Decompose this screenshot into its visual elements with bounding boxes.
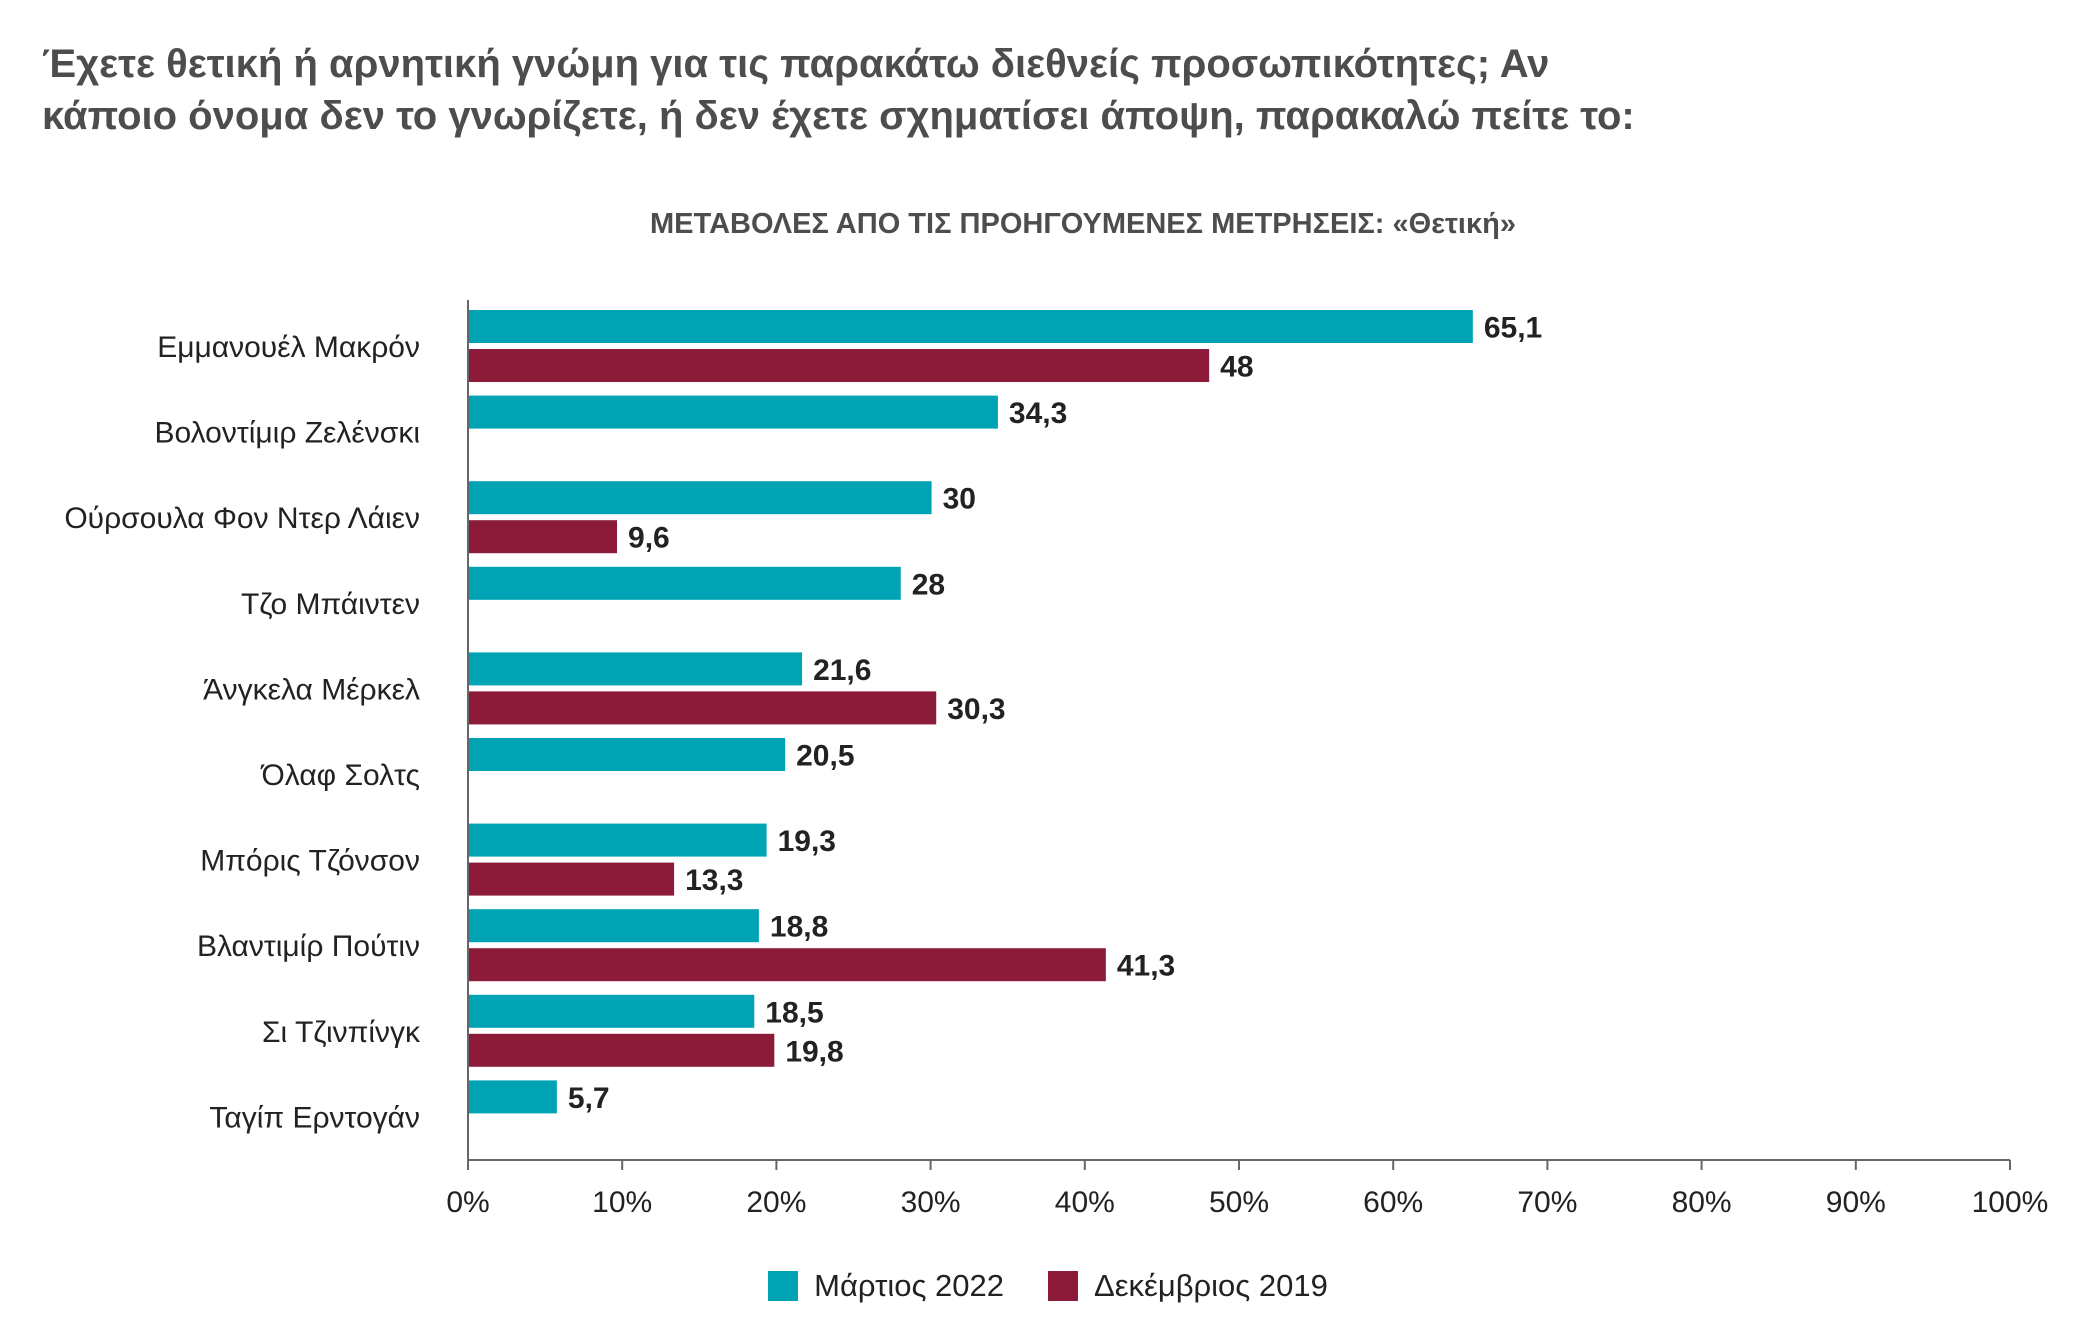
chart-title: ΜΕΤΑΒΟΛΕΣ ΑΠΟ ΤΙΣ ΠΡΟΗΓΟΥΜΕΝΕΣ ΜΕΤΡΗΣΕΙΣ…	[650, 208, 1516, 240]
data-label: 9,6	[628, 522, 670, 555]
question-text: Έχετε θετική ή αρνητική γνώμη για τις πα…	[42, 38, 1942, 142]
bar-march2022	[469, 994, 755, 1028]
x-tick-label: 70%	[1517, 1186, 1577, 1219]
category-label: Σι Τζινπίνγκ	[262, 1016, 421, 1049]
x-tick-label: 100%	[1972, 1186, 2049, 1219]
data-label: 21,6	[813, 654, 871, 687]
category-label: Βολοντίμιρ Ζελένσκι	[155, 417, 420, 450]
data-label: 19,3	[778, 825, 836, 858]
question-line-1: Έχετε θετική ή αρνητική γνώμη για τις πα…	[42, 42, 1550, 86]
bar-march2022	[469, 1080, 557, 1114]
data-label: 19,8	[785, 1035, 843, 1068]
data-label: 34,3	[1009, 397, 1067, 430]
bar-march2022	[469, 823, 767, 857]
x-tick-label: 90%	[1826, 1186, 1886, 1219]
bar-march2022	[469, 566, 901, 600]
data-label: 28	[912, 568, 945, 601]
legend: Μάρτιος 2022 Δεκέμβριος 2019	[0, 1268, 2096, 1304]
category-label: Άνγκελα Μέρκελ	[203, 673, 420, 706]
category-label: Ούρσουλα Φον Ντερ Λάιεν	[64, 502, 420, 535]
question-line-2: κάποιο όνομα δεν το γνωρίζετε, ή δεν έχε…	[42, 94, 1635, 138]
category-label: Ταγίπ Ερντογάν	[209, 1101, 420, 1134]
legend-item-dec2019: Δεκέμβριος 2019	[1048, 1268, 1328, 1304]
category-label: Τζο Μπάιντεν	[241, 588, 420, 621]
data-label: 30	[943, 483, 976, 516]
legend-label-dec2019: Δεκέμβριος 2019	[1094, 1268, 1328, 1303]
bar-dec2019	[469, 862, 675, 896]
x-tick-label: 60%	[1363, 1186, 1423, 1219]
bar-dec2019	[469, 520, 618, 554]
data-label: 65,1	[1484, 312, 1542, 345]
bar-march2022	[469, 310, 1473, 343]
bar-dec2019	[469, 948, 1106, 982]
category-label: Όλαφ Σολτς	[260, 759, 420, 792]
data-label: 13,3	[685, 864, 743, 897]
data-label: 20,5	[796, 740, 854, 773]
bar-march2022	[469, 481, 932, 515]
legend-item-march2022: Μάρτιος 2022	[768, 1268, 1004, 1304]
data-label: 5,7	[568, 1082, 610, 1115]
category-label: Εμμανουέλ Μακρόν	[157, 331, 420, 364]
x-tick-label: 0%	[446, 1186, 489, 1219]
category-label: Βλαντιμίρ Πούτιν	[197, 930, 420, 963]
data-label: 41,3	[1117, 950, 1175, 983]
data-label: 30,3	[947, 693, 1005, 726]
bar-march2022	[469, 652, 803, 686]
legend-swatch-dec2019	[1048, 1271, 1078, 1301]
x-tick-label: 10%	[592, 1186, 652, 1219]
bar-march2022	[469, 909, 759, 943]
bar-dec2019	[469, 349, 1210, 382]
bar-dec2019	[469, 1033, 775, 1067]
x-tick-label: 50%	[1209, 1186, 1269, 1219]
x-tick-label: 30%	[901, 1186, 961, 1219]
data-label: 18,5	[765, 996, 823, 1029]
bar-dec2019	[469, 691, 937, 725]
x-tick-label: 20%	[746, 1186, 806, 1219]
data-label: 18,8	[770, 911, 828, 944]
bar-march2022	[469, 738, 786, 771]
category-label: Μπόρις Τζόνσον	[200, 845, 420, 878]
legend-label-march2022: Μάρτιος 2022	[814, 1268, 1004, 1303]
x-tick-label: 40%	[1055, 1186, 1115, 1219]
bar-march2022	[469, 395, 998, 429]
data-label: 48	[1220, 351, 1253, 384]
legend-swatch-march2022	[768, 1271, 799, 1301]
x-tick-label: 80%	[1672, 1186, 1732, 1219]
